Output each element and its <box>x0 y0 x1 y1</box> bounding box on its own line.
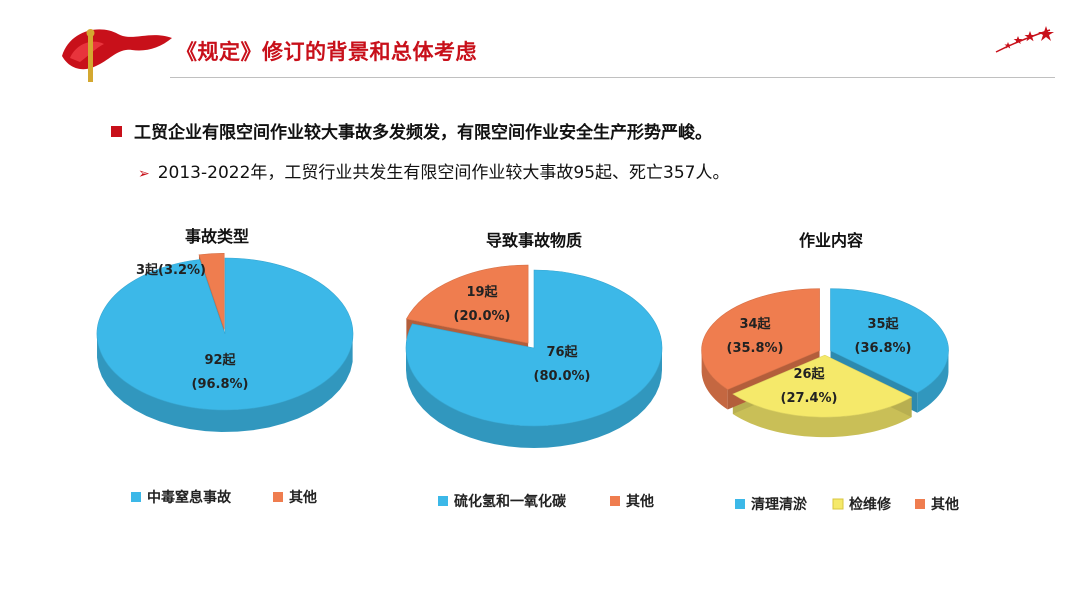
legend-label: 其他 <box>626 493 654 510</box>
stars-decoration-icon <box>996 26 1054 52</box>
legend-swatch <box>610 496 620 506</box>
data-label-percent: (27.4%) <box>781 391 838 406</box>
chart-svg-2: 导致事故物质 76起 (80.0%) 19起 (20.0%) 硫化氢和一氧化碳 其他 <box>398 216 678 526</box>
data-label-count: 3起(3.2%) <box>136 262 206 278</box>
sub-bullet-text: 2013-2022年，工贸行业共发生有限空间作业较大事故95起、死亡357人。 <box>158 163 730 183</box>
chart-accident-type: 事故类型 92起 (96.8%) 3起(3.2%) 中毒窒息事故 其他 <box>95 216 375 530</box>
data-label-percent: (36.8%) <box>855 341 912 356</box>
data-label-count: 26起 <box>793 366 825 382</box>
data-label-count: 76起 <box>546 344 578 360</box>
data-label-percent: (96.8%) <box>192 377 249 392</box>
flag-logo-icon <box>62 29 172 82</box>
data-label-count: 19起 <box>466 284 498 300</box>
sub-bullet: ➢ 2013-2022年，工贸行业共发生有限空间作业较大事故95起、死亡357人。 <box>138 158 729 183</box>
data-label-percent: (80.0%) <box>534 369 591 384</box>
chart-svg-1: 事故类型 92起 (96.8%) 3起(3.2%) 中毒窒息事故 其他 <box>95 216 375 526</box>
chart-work-content: 作业内容 35起 (36.8%) 26起 (27.4%) 34起 (35.8%) 清理清淤… <box>705 216 985 530</box>
data-label-percent: (20.0%) <box>454 309 511 324</box>
legend-label: 其他 <box>289 489 317 506</box>
data-label-count: 92起 <box>204 352 236 368</box>
header: 《规定》修订的背景和总体考虑 <box>0 0 1080 90</box>
main-bullet: 工贸企业有限空间作业较大事故多发频发，有限空间作业安全生产形势严峻。 <box>111 118 712 143</box>
chart-substance: 导致事故物质 76起 (80.0%) 19起 (20.0%) 硫化氢和一氧化碳 其他 <box>398 216 678 530</box>
legend-label: 其他 <box>931 496 959 513</box>
legend: 硫化氢和一氧化碳 其他 <box>438 493 654 510</box>
chart-title: 作业内容 <box>799 231 863 250</box>
data-label-count: 34起 <box>739 316 771 332</box>
legend-label: 检维修 <box>849 496 892 513</box>
legend-label: 清理清淤 <box>751 496 807 513</box>
legend-swatch <box>273 492 283 502</box>
data-label-percent: (35.8%) <box>727 341 784 356</box>
data-label-count: 35起 <box>867 316 899 332</box>
square-bullet-icon <box>111 126 122 137</box>
header-divider <box>170 77 1055 78</box>
legend-swatch <box>833 499 843 509</box>
legend: 中毒窒息事故 其他 <box>131 489 317 506</box>
arrow-bullet-icon: ➢ <box>138 166 150 182</box>
legend-swatch <box>131 492 141 502</box>
legend-label: 硫化氢和一氧化碳 <box>454 493 567 510</box>
chart-title: 事故类型 <box>185 227 249 246</box>
chart-title: 导致事故物质 <box>486 231 582 250</box>
legend-swatch <box>915 499 925 509</box>
main-bullet-text: 工贸企业有限空间作业较大事故多发频发，有限空间作业安全生产形势严峻。 <box>134 123 712 143</box>
legend: 清理清淤 检维修 其他 <box>735 496 959 513</box>
chart-svg-3: 作业内容 35起 (36.8%) 26起 (27.4%) 34起 (35.8%) 清理清淤… <box>705 216 985 526</box>
page-title: 《规定》修订的背景和总体考虑 <box>176 36 477 66</box>
legend-swatch <box>438 496 448 506</box>
legend-swatch <box>735 499 745 509</box>
legend-label: 中毒窒息事故 <box>147 489 232 506</box>
